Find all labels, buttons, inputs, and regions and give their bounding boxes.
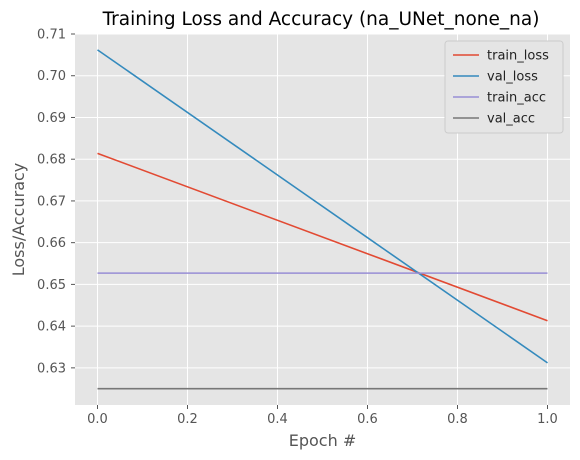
legend-label: train_loss bbox=[487, 49, 549, 64]
legend: train_loss val_loss train_acc val_acc bbox=[444, 40, 564, 134]
y-tick-label: 0.66 bbox=[37, 236, 66, 251]
tick-labels: 0.0 0.2 0.4 0.6 0.8 1.0 0.63 0.64 0.65 0.66 0.67 0.… bbox=[37, 28, 558, 428]
x-tick-label: 0.6 bbox=[357, 412, 378, 427]
series-lines bbox=[97, 49, 548, 390]
y-axis-title: Loss/Accuracy bbox=[9, 163, 28, 277]
y-tick-label: 0.64 bbox=[37, 320, 66, 335]
legend-label: val_acc bbox=[487, 112, 535, 127]
y-tick-label: 0.65 bbox=[37, 278, 66, 293]
legend-label: val_loss bbox=[487, 70, 538, 85]
y-tick-label: 0.67 bbox=[37, 194, 66, 209]
x-tick-label: 0.4 bbox=[267, 412, 288, 427]
x-tick-label: 1.0 bbox=[537, 412, 558, 427]
y-tick-label: 0.63 bbox=[37, 361, 66, 376]
x-tick-label: 0.2 bbox=[177, 412, 198, 427]
series-line-val-loss bbox=[97, 49, 548, 364]
x-tick-label: 0.8 bbox=[447, 412, 468, 427]
legend-label: train_acc bbox=[487, 91, 546, 106]
y-tick-label: 0.70 bbox=[37, 69, 66, 84]
y-tick-label: 0.71 bbox=[37, 28, 66, 43]
chart-title: Training Loss and Accuracy (na_UNet_none… bbox=[102, 9, 540, 30]
y-tick-label: 0.68 bbox=[37, 153, 66, 168]
legend-box bbox=[444, 40, 564, 134]
series-line-train-loss bbox=[97, 152, 548, 322]
x-axis-title: Epoch # bbox=[289, 431, 356, 450]
y-tick-label: 0.69 bbox=[37, 111, 66, 126]
x-tick-label: 0.0 bbox=[87, 412, 108, 427]
